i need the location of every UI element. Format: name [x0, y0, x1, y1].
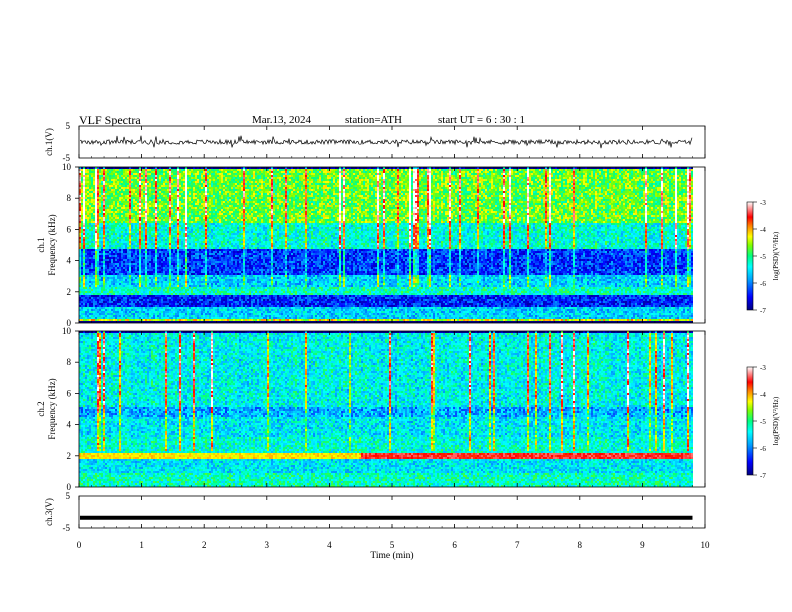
- ch3-waveform-panel: 5 -5 ch.3(V): [44, 491, 706, 533]
- x-tick-label: 9: [640, 540, 645, 550]
- ch2-spec-ylabel-line2: Frequency (kHz): [47, 378, 57, 439]
- ch2-spectrogram-panel: 0 2 4 6 8 10 ch.2 Frequency (kHz): [36, 326, 706, 492]
- colorbar-tick-label: -6: [760, 280, 766, 288]
- ch1-ylabel: ch.1(V): [44, 128, 54, 156]
- date-label: Mar.13, 2024: [252, 114, 311, 126]
- x-axis-label: Time (min): [370, 550, 413, 561]
- x-tick-label: 4: [327, 540, 332, 550]
- start-time-label: start UT = 6 : 30 : 1: [438, 114, 525, 126]
- x-tick-label: 0: [77, 540, 82, 550]
- x-tick-label: 10: [701, 540, 711, 550]
- ch2-spec-ylabel-line1: ch.2: [36, 401, 46, 416]
- ch1-colorbar: -3 -4 -5 -6 -7 log(PSD)(V²/Hz): [746, 199, 780, 315]
- spec-ytick-label: 2: [67, 287, 72, 297]
- spec-ytick-label: 6: [67, 388, 72, 398]
- ch3-ytick-bottom: -5: [63, 523, 71, 533]
- x-tick-label: 3: [265, 540, 270, 550]
- spec-ytick-label: 10: [62, 162, 72, 172]
- ch1-spectrogram-panel: 0 2 4 6 8 10 ch.1 Frequency (kHz): [36, 162, 706, 328]
- ch2-colorbar-label: log(PSD)(V²/Hz): [772, 396, 780, 445]
- colorbar-tick-label: -6: [760, 445, 766, 453]
- ch2-spectrogram-image: [79, 331, 693, 487]
- ch1-spec-ylabel-line2: Frequency (kHz): [47, 214, 57, 275]
- spec-ytick-label: 4: [67, 420, 72, 430]
- spec-ytick-label: 8: [67, 193, 72, 203]
- station-label: station=ATH: [345, 114, 402, 126]
- spec-ytick-label: 10: [62, 326, 72, 336]
- ch3-ytick-top: 5: [66, 491, 71, 501]
- spec-ytick-label: 0: [67, 318, 72, 328]
- x-tick-label: 2: [202, 540, 207, 550]
- ch1-ytick-bottom: -5: [63, 153, 71, 163]
- ch1-colorbar-label: log(PSD)(V²/Hz): [772, 231, 780, 280]
- colorbar-tick-label: -4: [760, 226, 766, 234]
- spec-ytick-label: 4: [67, 256, 72, 266]
- colorbar-tick-label: -7: [760, 307, 766, 315]
- ch1-waveform-line: [79, 135, 693, 149]
- ch3-ylabel: ch.3(V): [44, 498, 54, 526]
- ch1-spectrogram-image: [79, 167, 693, 323]
- colorbar-tick-label: -5: [760, 253, 766, 261]
- x-tick-label: 8: [578, 540, 583, 550]
- spec-ytick-label: 6: [67, 224, 72, 234]
- ch1-waveform-panel: 5 -5 ch.1(V): [44, 121, 706, 163]
- x-tick-label: 6: [452, 540, 457, 550]
- ch2-colorbar: -3 -4 -5 -6 -7 log(PSD)(V²/Hz): [746, 364, 780, 480]
- chart-title: VLF Spectra: [79, 113, 141, 128]
- colorbar-tick-label: -4: [760, 391, 766, 399]
- colorbar-tick-label: -3: [760, 364, 766, 372]
- x-tick-label: 7: [515, 540, 520, 550]
- spec-ytick-label: 0: [67, 482, 72, 492]
- colorbar-tick-label: -3: [760, 199, 766, 207]
- ch1-spec-ylabel-line1: ch.1: [36, 237, 46, 252]
- colorbar-tick-label: -5: [760, 418, 766, 426]
- x-tick-label: 1: [139, 540, 144, 550]
- time-axis: 0 1 2 3 4 5 6 7 8 9 10: [77, 126, 710, 550]
- colorbar-tick-label: -7: [760, 472, 766, 480]
- spec-ytick-label: 2: [67, 451, 72, 461]
- spec-ytick-label: 8: [67, 357, 72, 367]
- x-tick-label: 5: [390, 540, 395, 550]
- ch1-ytick-top: 5: [66, 121, 71, 131]
